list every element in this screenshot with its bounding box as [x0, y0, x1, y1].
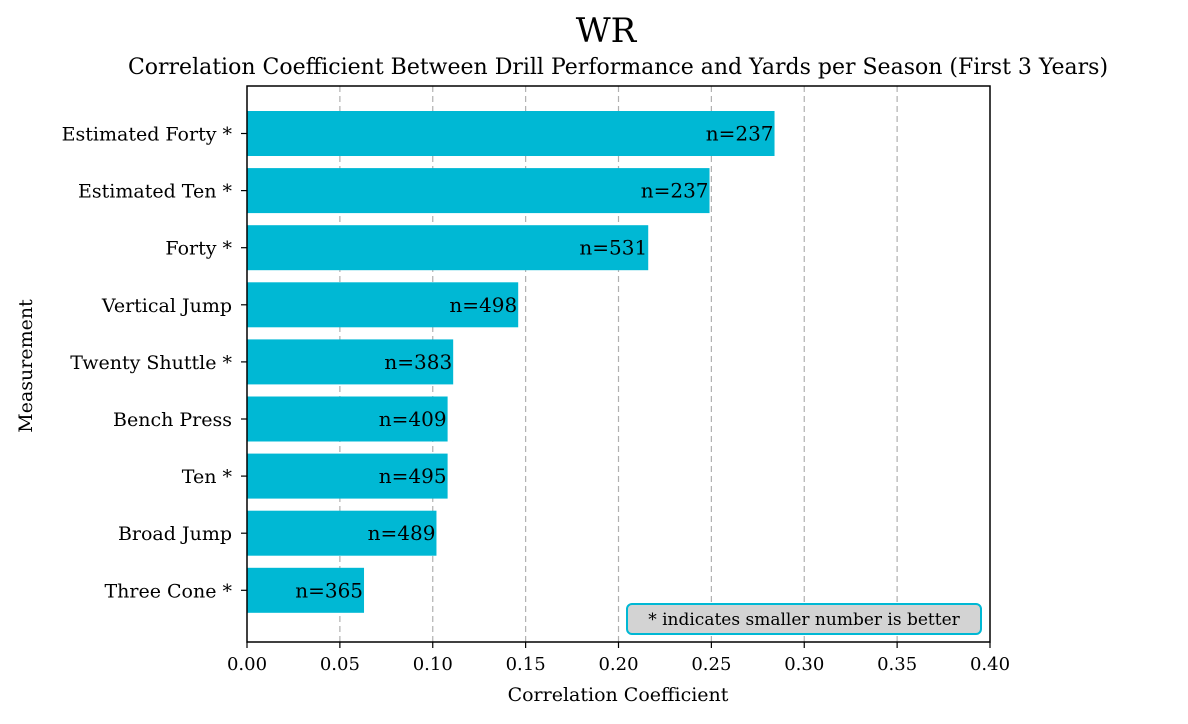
x-tick-label: 0.40: [970, 654, 1010, 675]
x-tick-label: 0.25: [691, 654, 731, 675]
bar-data-label: n=498: [449, 293, 517, 317]
bar: [247, 453, 448, 499]
x-tick-label: 0.20: [598, 654, 638, 675]
x-axis-ticks: 0.00 0.05 0.10 0.15 0.20 0.25 0.30 0.35 0.40: [227, 642, 1010, 675]
bar-data-label: n=489: [368, 521, 436, 545]
x-axis-label: Correlation Coefficient: [508, 684, 729, 706]
bar: [247, 225, 649, 271]
bars: n=237 n=237 n=531 n=498 n=383 n=409 n=495 n=489…: [247, 111, 775, 613]
x-tick-label: 0.15: [506, 654, 546, 675]
chart-subtitle: Correlation Coefficient Between Drill Pe…: [128, 55, 1108, 80]
x-tick-label: 0.30: [784, 654, 824, 675]
x-tick-label: 0.00: [227, 654, 267, 675]
y-tick-label: Ten *: [182, 466, 233, 488]
bar-data-label: n=495: [379, 464, 447, 488]
bar-data-label: n=237: [706, 122, 774, 146]
y-tick-label: Bench Press: [113, 409, 232, 431]
y-axis-label: Measurement: [15, 299, 37, 433]
y-tick-label: Forty *: [165, 238, 232, 260]
y-tick-label: Twenty Shuttle *: [70, 352, 232, 374]
annotation-text: * indicates smaller number is better: [648, 610, 960, 630]
bar: [247, 567, 365, 613]
x-tick-label: 0.35: [877, 654, 917, 675]
bar-data-label: n=237: [641, 179, 709, 203]
bar: [247, 339, 454, 385]
bar: [247, 510, 437, 556]
x-tick-label: 0.10: [413, 654, 453, 675]
bar-data-label: n=409: [379, 407, 447, 431]
bar: [247, 168, 710, 214]
bar: [247, 396, 448, 442]
bar-data-label: n=365: [295, 578, 363, 602]
bar: [247, 111, 775, 156]
bar: [247, 282, 519, 328]
y-tick-label: Vertical Jump: [101, 295, 232, 317]
chart-title: WR: [576, 11, 638, 51]
y-axis-ticks: Estimated Forty * Estimated Ten * Forty * V…: [62, 124, 247, 602]
bar-data-label: n=531: [579, 236, 647, 260]
y-tick-label: Broad Jump: [118, 523, 232, 545]
y-tick-label: Three Cone *: [104, 580, 232, 602]
y-tick-label: Estimated Ten *: [78, 181, 232, 203]
annotation-box: * indicates smaller number is better: [626, 603, 982, 635]
x-tick-label: 0.05: [320, 654, 360, 675]
bar-data-label: n=383: [384, 350, 452, 374]
y-tick-label: Estimated Forty *: [62, 124, 233, 146]
